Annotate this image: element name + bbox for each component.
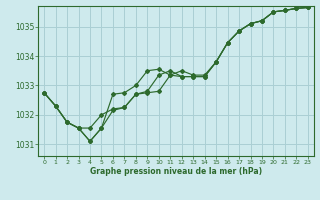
X-axis label: Graphe pression niveau de la mer (hPa): Graphe pression niveau de la mer (hPa) xyxy=(90,167,262,176)
